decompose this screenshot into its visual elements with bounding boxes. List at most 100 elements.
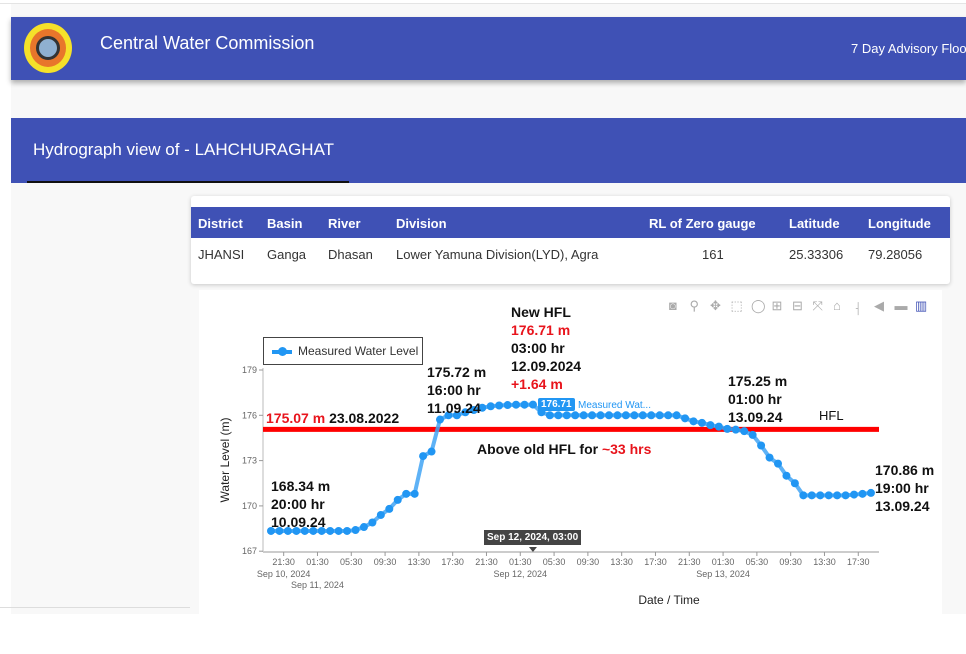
cwc-logo-icon[interactable] xyxy=(24,23,72,73)
advisory-link[interactable]: 7 Day Advisory Flood xyxy=(851,41,966,56)
peak-time: 03:00 hr xyxy=(511,340,565,356)
autoscale-icon[interactable]: ⤧ xyxy=(812,298,823,313)
data-point xyxy=(757,441,766,450)
hover-compare-icon[interactable]: ▬ xyxy=(894,298,908,313)
x-tick-date-label: Sep 10, 2024 xyxy=(257,569,311,579)
data-point xyxy=(774,459,782,468)
table-row: JHANSI Ganga Dhasan Lower Yamuna Divisio… xyxy=(191,238,950,272)
data-point xyxy=(740,427,749,436)
top-border xyxy=(0,3,966,4)
zoom-in-icon[interactable]: ⊞ xyxy=(771,298,783,313)
box-select-icon[interactable]: ⬚ xyxy=(730,298,743,313)
data-point xyxy=(267,526,275,535)
data-point xyxy=(427,447,436,456)
data-point xyxy=(579,411,588,420)
peak-level: 176.71 m xyxy=(511,322,571,338)
data-point xyxy=(419,452,428,461)
hover-closest-icon[interactable]: ◀ xyxy=(874,298,884,313)
data-point xyxy=(807,491,816,500)
annotation-start: 168.34 m 20:00 hr 10.09.24 xyxy=(271,477,330,531)
camera-icon[interactable]: ◙ xyxy=(669,298,677,313)
app-title[interactable]: Central Water Commission xyxy=(100,33,315,53)
y-tick-label: 167 xyxy=(242,546,257,556)
chart-legend[interactable]: Measured Water Level xyxy=(263,337,423,365)
y-tick-label: 176 xyxy=(242,410,257,420)
col-river: River xyxy=(328,216,361,231)
zoom-icon[interactable]: ⚲ xyxy=(689,298,700,313)
data-point xyxy=(469,406,478,415)
plotly-logo-icon[interactable]: ▥ xyxy=(915,298,928,313)
data-point xyxy=(613,411,622,420)
peak-date: 12.09.2024 xyxy=(511,358,582,374)
annotation-peak: New HFL 176.71 m 03:00 hr 12.09.2024 +1.… xyxy=(511,303,581,393)
start-level: 168.34 m xyxy=(271,478,331,494)
x-tick-label: 09:30 xyxy=(374,557,397,567)
x-tick-date-label: Sep 13, 2024 xyxy=(696,569,750,579)
data-point xyxy=(368,518,377,527)
data-point xyxy=(334,526,343,535)
x-tick-label: 17:30 xyxy=(644,557,667,567)
data-point xyxy=(495,401,504,410)
data-point xyxy=(706,421,715,430)
hfl-label: HFL xyxy=(819,408,844,423)
data-point xyxy=(672,411,681,420)
cell-river: Dhasan xyxy=(328,247,373,262)
zoom-out-icon[interactable]: ⊟ xyxy=(792,298,803,313)
data-point xyxy=(816,491,825,500)
data-point xyxy=(283,526,292,535)
data-point xyxy=(850,490,859,499)
data-point xyxy=(562,411,571,420)
annotation-fall: 175.25 m 01:00 hr 13.09.24 xyxy=(728,372,787,426)
data-point xyxy=(309,526,318,535)
start-date: 10.09.24 xyxy=(271,514,326,530)
data-point xyxy=(461,408,470,417)
data-point xyxy=(748,430,757,439)
data-point xyxy=(697,418,706,427)
annotation-end: 170.86 m 19:00 hr 13.09.24 xyxy=(875,461,934,515)
page-header: Hydrograph view of - LAHCHURAGHAT xyxy=(11,118,966,183)
data-point xyxy=(444,411,453,420)
y-tick-label: 170 xyxy=(242,501,257,511)
annotation-rise: 175.72 m 16:00 hr 11.09.24 xyxy=(427,363,486,417)
data-point xyxy=(664,411,673,420)
hover-tooltip-series: Measured Wat... xyxy=(578,400,651,411)
plot-svg[interactable]: 167 170 173 176 179 21:30 Sep 10, 2024 01:30 Sep… xyxy=(199,290,942,615)
col-longitude: Longitude xyxy=(868,216,931,231)
data-point xyxy=(503,401,512,410)
x-tick-label: 01:30 xyxy=(509,557,532,567)
data-point xyxy=(452,411,461,420)
data-point xyxy=(351,526,360,535)
x-tick-date-label: Sep 12, 2024 xyxy=(493,569,547,579)
start-time: 20:00 hr xyxy=(271,496,325,512)
annotation-old-hfl: 175.07 m 23.08.2022 xyxy=(266,409,399,427)
reset-icon[interactable]: ⌂ xyxy=(833,298,841,313)
data-point xyxy=(300,526,309,535)
y-axis-title: Water Level (m) xyxy=(218,418,232,503)
page-title: Hydrograph view of - LAHCHURAGHAT xyxy=(33,140,335,159)
x-tick-label: 21:30 xyxy=(475,557,498,567)
above-hfl-text: Above old HFL for xyxy=(477,441,602,457)
data-point xyxy=(605,411,613,420)
cell-basin: Ganga xyxy=(267,247,307,262)
data-point xyxy=(343,526,352,535)
x-axis-title: Date / Time xyxy=(638,593,700,607)
peak-difference: +1.64 m xyxy=(511,376,563,392)
x-tick-label: 21:30 xyxy=(272,557,295,567)
spike-icon[interactable]: ⸡ xyxy=(853,300,861,315)
col-latitude: Latitude xyxy=(789,216,840,231)
legend-marker-icon xyxy=(278,347,287,356)
data-point xyxy=(292,526,301,535)
data-point xyxy=(478,403,487,412)
data-point xyxy=(520,400,529,409)
data-point xyxy=(326,526,335,535)
data-point xyxy=(359,523,368,532)
lasso-icon[interactable]: ◯ xyxy=(751,298,766,313)
pan-icon[interactable]: ✥ xyxy=(710,298,721,313)
fall-level: 175.25 m xyxy=(728,373,788,389)
data-point xyxy=(385,504,394,513)
data-point xyxy=(765,453,774,462)
peak-title: New HFL xyxy=(511,304,571,320)
x-tick-label: 13:30 xyxy=(610,557,633,567)
cell-rl-zero-gauge: 161 xyxy=(702,247,724,262)
hover-tooltip-x: Sep 12, 2024, 03:00 xyxy=(484,530,582,545)
